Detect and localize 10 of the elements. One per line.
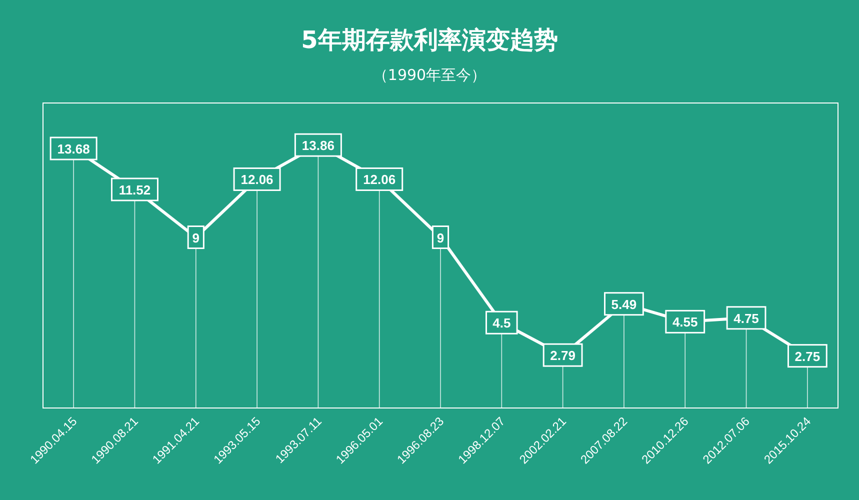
- chart-title: 5年期存款利率演变趋势: [301, 26, 558, 54]
- data-label: 12.06: [240, 172, 274, 188]
- data-label: 9: [192, 230, 200, 246]
- data-label: 9: [436, 230, 444, 246]
- data-label: 11.52: [118, 182, 151, 198]
- data-label: 13.86: [302, 138, 334, 154]
- chart-subtitle: （1990年至今）: [372, 66, 486, 84]
- data-label: 13.68: [57, 141, 90, 156]
- data-label: 4.5: [492, 316, 511, 331]
- data-label: 12.06: [363, 172, 396, 188]
